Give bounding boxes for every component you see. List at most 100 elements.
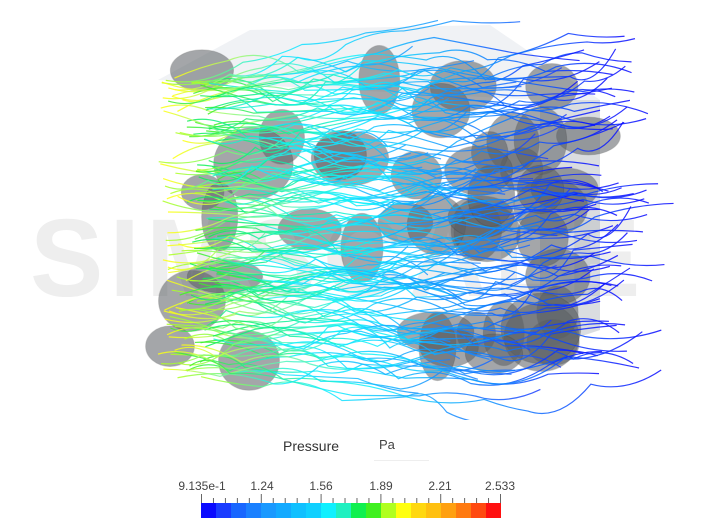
streamline <box>194 341 640 373</box>
unit-selector[interactable]: Pa <box>374 436 429 461</box>
streamline <box>202 287 536 334</box>
color-bar-segment <box>486 503 501 518</box>
streamline <box>206 152 659 207</box>
streamline <box>205 87 430 111</box>
color-bar-segment <box>201 503 216 518</box>
geometry-obstacle <box>145 325 195 367</box>
streamline <box>196 284 517 316</box>
color-bar-segment <box>351 503 366 518</box>
streamline <box>212 165 567 200</box>
color-bar-segment <box>381 503 396 518</box>
streamline <box>200 376 471 420</box>
color-bar-segment <box>471 503 486 518</box>
color-bar-segment <box>321 503 336 518</box>
streamline <box>190 285 545 314</box>
streamline <box>179 260 481 296</box>
legend-tick-label: 1.24 <box>250 479 274 493</box>
streamline <box>162 200 534 240</box>
color-bar-segment <box>216 503 231 518</box>
streamline <box>215 182 619 229</box>
streamline <box>197 166 477 192</box>
color-bar-segment <box>411 503 426 518</box>
streamline <box>208 99 649 135</box>
legend-tick-label: 2.533 <box>484 479 516 493</box>
streamline <box>189 269 400 286</box>
streamline <box>174 36 580 79</box>
streamline <box>194 243 429 276</box>
color-bar-segment <box>291 503 306 518</box>
streamline <box>189 359 541 401</box>
streamline <box>189 261 611 283</box>
streamline <box>164 162 368 190</box>
streamline <box>207 32 625 106</box>
streamline <box>164 273 471 311</box>
streamline <box>163 110 406 159</box>
color-bar-segment <box>306 503 321 518</box>
streamline <box>168 256 417 282</box>
legend-tick-label: 2.21 <box>428 479 452 493</box>
color-bar <box>201 503 501 518</box>
streamline <box>166 318 620 355</box>
streamline <box>177 358 451 385</box>
streamline <box>178 228 567 258</box>
streamline <box>199 355 512 375</box>
streamline <box>161 20 521 86</box>
streamline <box>209 38 636 93</box>
streamline <box>181 344 634 370</box>
streamline <box>198 119 618 182</box>
streamline <box>195 203 597 235</box>
streamline <box>195 147 429 173</box>
streamline <box>164 266 653 324</box>
streamline <box>185 245 396 282</box>
streamline <box>179 123 543 148</box>
3d-viewport[interactable] <box>0 0 703 420</box>
streamline <box>205 326 627 352</box>
streamline <box>192 238 633 281</box>
streamline <box>212 62 632 98</box>
streamline <box>174 324 617 362</box>
legend-tick-label: 1.56 <box>309 479 333 493</box>
streamline <box>162 206 632 264</box>
streamline <box>197 122 625 198</box>
legend-tick-label: 9.135e-1 <box>178 479 226 493</box>
streamline <box>173 351 662 415</box>
streamline <box>177 188 584 225</box>
streamline <box>212 267 631 324</box>
streamline <box>206 127 549 160</box>
streamline <box>175 124 496 180</box>
color-bar-segment <box>396 503 411 518</box>
color-bar-segment <box>246 503 261 518</box>
streamline <box>161 348 603 386</box>
streamline <box>200 339 600 385</box>
streamline <box>175 286 623 329</box>
geometry-obstacle <box>513 106 568 175</box>
streamline <box>191 74 505 105</box>
color-bar-segment <box>426 503 441 518</box>
streamline <box>208 199 505 240</box>
streamline <box>182 60 475 103</box>
streamline <box>215 180 600 205</box>
streamline <box>165 19 439 83</box>
streamline <box>197 121 624 202</box>
color-bar-segment <box>366 503 381 518</box>
streamline <box>211 320 643 385</box>
streamline <box>206 81 522 110</box>
streamline <box>174 55 399 91</box>
streamline <box>166 298 601 339</box>
streamline <box>175 169 414 203</box>
color-bar-segment <box>456 503 471 518</box>
color-bar-segment <box>276 503 291 518</box>
streamline <box>214 275 619 302</box>
streamline <box>186 97 450 146</box>
legend-title: Pressure <box>283 438 340 454</box>
legend-ticks <box>201 494 501 503</box>
streamline <box>205 106 611 139</box>
streamline <box>211 254 619 303</box>
streamline <box>157 349 598 376</box>
streamline <box>196 245 409 274</box>
streamline <box>167 190 578 234</box>
color-bar-segment <box>261 503 276 518</box>
streamline <box>195 206 618 294</box>
legend-tick-label: 1.89 <box>369 479 393 493</box>
streamline <box>216 92 596 127</box>
